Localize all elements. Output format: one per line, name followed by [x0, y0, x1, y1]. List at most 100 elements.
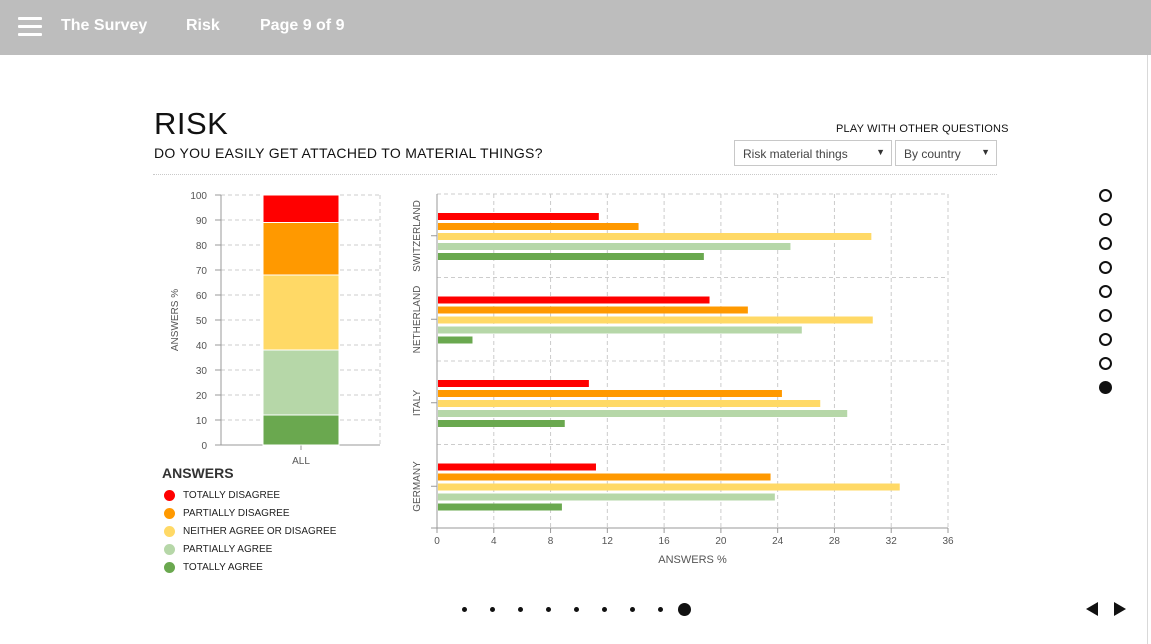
hamburger-menu-icon[interactable] [18, 16, 42, 38]
bar [438, 410, 848, 417]
bar [438, 243, 791, 250]
page-dot[interactable] [1099, 285, 1112, 298]
page-dot[interactable] [1099, 333, 1112, 346]
bar [438, 493, 775, 501]
view-select[interactable]: By country ▼ [895, 140, 997, 166]
view-select-value: By country [904, 147, 961, 161]
bar [438, 400, 821, 407]
y-tick-label: 80 [196, 241, 208, 252]
bar [438, 213, 599, 220]
x-tick-label: 12 [602, 536, 614, 547]
stack-segment [262, 274, 340, 351]
bottom-dot[interactable] [630, 607, 635, 612]
legend-dot [164, 544, 175, 555]
x-tick-label: ALL [292, 456, 310, 467]
bar [438, 503, 562, 511]
page-dots [1099, 189, 1112, 405]
bar [438, 233, 872, 240]
bottom-dot[interactable] [574, 607, 579, 612]
x-tick-label: 36 [942, 536, 954, 547]
question-text: DO YOU EASILY GET ATTACHED TO MATERIAL T… [154, 145, 543, 161]
bar [438, 380, 589, 387]
category-label: SWITZERLAND [412, 200, 423, 272]
bar [438, 336, 473, 344]
x-tick-label: 0 [434, 536, 440, 547]
bar [438, 326, 802, 334]
x-tick-label: 8 [548, 536, 554, 547]
bottom-dot[interactable] [490, 607, 495, 612]
legend-dot [164, 508, 175, 519]
chevron-down-icon: ▼ [876, 147, 885, 157]
legend-label: TOTALLY DISAGREE [183, 490, 281, 501]
y-tick-label: 10 [196, 416, 208, 427]
y-tick-label: 70 [196, 266, 208, 277]
y-tick-label: 30 [196, 366, 208, 377]
bar [438, 420, 565, 427]
legend-dot [164, 490, 175, 501]
category-label: GERMANY [412, 461, 423, 512]
x-tick-label: 32 [886, 536, 898, 547]
stack-segment [262, 414, 340, 446]
legend-label: PARTIALLY AGREE [183, 544, 273, 555]
bar [438, 223, 639, 230]
country-bar-chart: 0 4 8 12 16 20 24 28 32 36 ANSWERS % SWITZERLAND NET… [412, 193, 954, 566]
category-label: NETHERLAND [412, 286, 423, 354]
legend-label: NEITHER AGREE OR DISAGREE [183, 526, 337, 537]
legend-label: TOTALLY AGREE [183, 562, 263, 573]
page-dot[interactable] [1099, 357, 1112, 370]
page-border [1147, 55, 1148, 644]
page-title: RISK [154, 106, 229, 141]
x-tick-label: 4 [491, 536, 497, 547]
nav-risk[interactable]: Risk [186, 17, 220, 34]
bar [438, 306, 748, 314]
x-tick-label: 28 [829, 536, 841, 547]
divider [153, 174, 997, 175]
nav-the-survey[interactable]: The Survey [61, 17, 148, 34]
bar [438, 463, 596, 471]
bottom-dot[interactable] [658, 607, 663, 612]
stack-segment [262, 349, 340, 416]
play-label: PLAY WITH OTHER QUESTIONS [836, 123, 1009, 135]
legend-label: PARTIALLY DISAGREE [183, 508, 290, 519]
category-label: ITALY [412, 390, 423, 417]
question-select-value: Risk material things [743, 147, 848, 161]
bar [438, 296, 710, 304]
y-tick-label: 60 [196, 291, 208, 302]
bottom-dot[interactable] [518, 607, 523, 612]
y-axis-label: ANSWERS % [170, 289, 181, 351]
x-axis-label: ANSWERS % [658, 554, 727, 566]
bottom-dot[interactable] [602, 607, 607, 612]
legend-dot [164, 526, 175, 537]
y-tick-label: 20 [196, 391, 208, 402]
x-tick-label: 16 [659, 536, 671, 547]
bar [438, 316, 873, 324]
bottom-dot[interactable] [462, 607, 467, 612]
bar [438, 253, 704, 260]
page-dot[interactable] [1099, 237, 1112, 250]
legend-dot [164, 562, 175, 573]
bar [438, 390, 782, 397]
triangle-left-icon[interactable] [1085, 601, 1099, 617]
stacked-bar-chart: 0 10 20 30 40 50 60 70 80 90 100 ALL ANSWERS % [170, 191, 381, 467]
stack-segment [262, 222, 340, 276]
y-tick-label: 50 [196, 316, 208, 327]
nav-page-indicator: Page 9 of 9 [260, 17, 345, 34]
page-dot[interactable] [1099, 189, 1112, 202]
y-tick-label: 100 [190, 191, 207, 202]
triangle-right-icon[interactable] [1113, 601, 1127, 617]
page-dot[interactable] [1099, 381, 1112, 394]
bottom-dot[interactable] [546, 607, 551, 612]
page-dot[interactable] [1099, 213, 1112, 226]
y-tick-label: 0 [201, 441, 207, 452]
page-dot[interactable] [1099, 309, 1112, 322]
y-tick-label: 40 [196, 341, 208, 352]
stack-segment [262, 194, 340, 223]
page-dot[interactable] [1099, 261, 1112, 274]
chevron-down-icon: ▼ [981, 147, 990, 157]
bar [438, 473, 771, 481]
question-select[interactable]: Risk material things ▼ [734, 140, 892, 166]
legend-title: ANSWERS [162, 465, 234, 481]
y-tick-label: 90 [196, 216, 208, 227]
bottom-dot[interactable] [678, 603, 691, 616]
x-tick-label: 24 [772, 536, 784, 547]
